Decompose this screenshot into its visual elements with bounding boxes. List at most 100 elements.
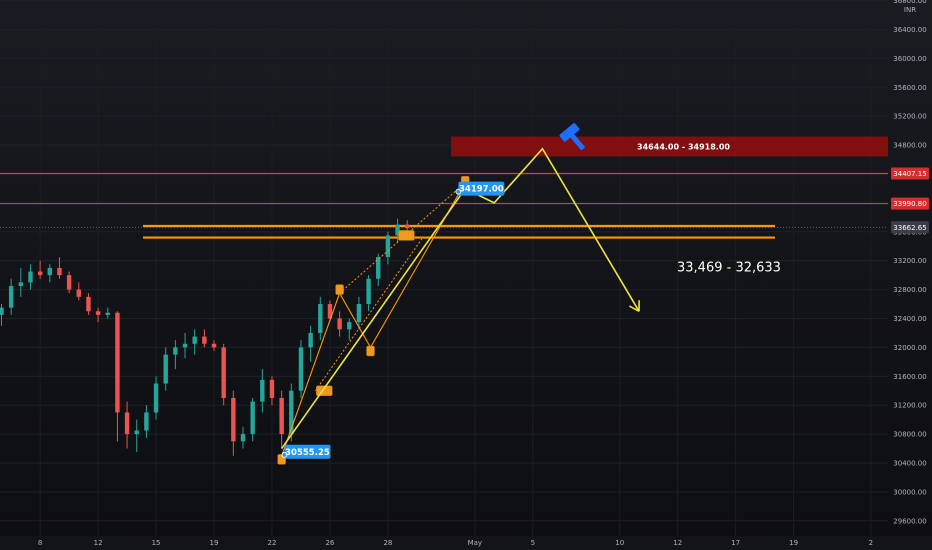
candle-body (144, 412, 149, 431)
target-range-label: 33,469 - 32,633 (677, 261, 781, 276)
horizontal-levels (0, 172, 888, 228)
orange-dotted-line (315, 238, 423, 392)
price-tag (891, 197, 929, 210)
candle-body (0, 307, 4, 315)
time-tick-label: 19 (789, 539, 798, 547)
resistance-zone-rect (451, 136, 888, 157)
time-tick-label: 28 (383, 539, 392, 547)
currency-label: INR (904, 6, 916, 14)
candle-body (76, 289, 81, 297)
time-tick-label: 22 (268, 539, 277, 547)
price-tick-label: 35600.00 (893, 84, 926, 92)
time-tick-label: May (468, 539, 482, 547)
candle-body (356, 304, 362, 323)
price-tick-label: 30000.00 (893, 488, 926, 496)
candle-body (269, 379, 275, 398)
orange-wave-line (281, 182, 466, 456)
candle-body (86, 296, 91, 312)
price-callout: 30555.25 (281, 444, 331, 459)
candle-body (395, 224, 400, 236)
price-tag-label: 34407.15 (893, 170, 926, 178)
time-tick-label: 15 (152, 539, 161, 547)
price-callouts: 34197.00 30555.25 (281, 181, 505, 459)
candle-body (318, 304, 323, 333)
candle-body (37, 271, 43, 276)
candle-body (192, 336, 197, 344)
price-tick-label: 32400.00 (893, 315, 926, 323)
time-axis: 8 12 15 19 22 26 28 May 5 10 12 17 19 2 (0, 536, 932, 550)
time-tick-label: 2 (869, 539, 873, 547)
support-band (143, 224, 775, 239)
callout-box (284, 444, 331, 459)
price-tag (891, 167, 929, 180)
candle-body (347, 322, 352, 330)
candle-body (163, 354, 168, 384)
candle-body (47, 267, 52, 276)
projection-arrowhead (628, 305, 640, 312)
candle-body (105, 312, 110, 315)
time-tick-label: 5 (531, 539, 535, 547)
price-tick-label: 29600.00 (893, 517, 926, 525)
projection-line (280, 147, 640, 450)
candle-body (260, 379, 265, 402)
projection-path (280, 147, 640, 450)
candle-body (124, 412, 130, 435)
price-tick-label: 32000.00 (893, 344, 926, 352)
wave-marker (366, 345, 375, 357)
price-tick-label: 30800.00 (893, 431, 926, 439)
price-tick-label: 32800.00 (893, 286, 926, 294)
time-tick-label: 12 (94, 539, 103, 547)
price-tick-label: 36800.00 (893, 0, 926, 5)
candle-body (279, 397, 284, 435)
price-tick-label: 35200.00 (893, 113, 926, 121)
time-tick-label: 12 (673, 539, 682, 547)
candlestick-series (0, 218, 410, 456)
price-tick-label: 31600.00 (893, 373, 926, 381)
candle-body (202, 336, 207, 344)
time-tick-label: 26 (325, 539, 334, 547)
price-callout: 34197.00 (455, 181, 505, 196)
price-tag-label: 33990.80 (893, 200, 926, 208)
candle-body (134, 430, 139, 435)
callout-box (458, 181, 505, 196)
callout-value: 34197.00 (459, 185, 504, 195)
candle-body (250, 401, 255, 435)
hammer-head (559, 123, 580, 142)
hammer-handle (570, 133, 585, 151)
time-tick-label: 8 (38, 539, 42, 547)
price-tick-label: 34800.00 (893, 142, 926, 150)
candle-body (376, 257, 381, 279)
price-tick-label: 30400.00 (893, 460, 926, 468)
candle-body (337, 318, 342, 330)
candle-body (366, 278, 371, 305)
candle-body (28, 271, 33, 283)
hammer-glyph (559, 123, 585, 151)
candle-body (182, 343, 188, 348)
price-tick-label: 31200.00 (893, 402, 926, 410)
candle-body (231, 397, 236, 442)
callout-anchor (281, 451, 288, 458)
wave-marker (335, 284, 344, 295)
candle-body (8, 285, 14, 308)
candle-body (240, 434, 246, 442)
time-tick-label: 17 (731, 539, 740, 547)
resistance-zone: 34644.00 - 34918.00 (451, 136, 888, 157)
price-axis: INR 36800.00 36400.00 36000.00 35600.00 3520… (891, 0, 929, 525)
candle-body (57, 267, 62, 276)
chart-grid (0, 0, 888, 536)
candle-body (18, 282, 24, 286)
candle-body (115, 312, 120, 413)
price-tag-label: 33662.65 (893, 224, 926, 232)
callout-anchor (455, 188, 462, 195)
candle-body (327, 304, 333, 319)
candle-body (221, 347, 226, 398)
time-axis-background (0, 536, 932, 550)
candle-body (211, 343, 217, 348)
time-tick-label: 19 (210, 539, 219, 547)
candle-body (66, 275, 72, 290)
resistance-zone-label: 34644.00 - 34918.00 (637, 142, 730, 151)
time-tick-label: 10 (615, 539, 624, 547)
price-tag (891, 221, 929, 234)
callout-value: 30555.25 (285, 448, 330, 458)
